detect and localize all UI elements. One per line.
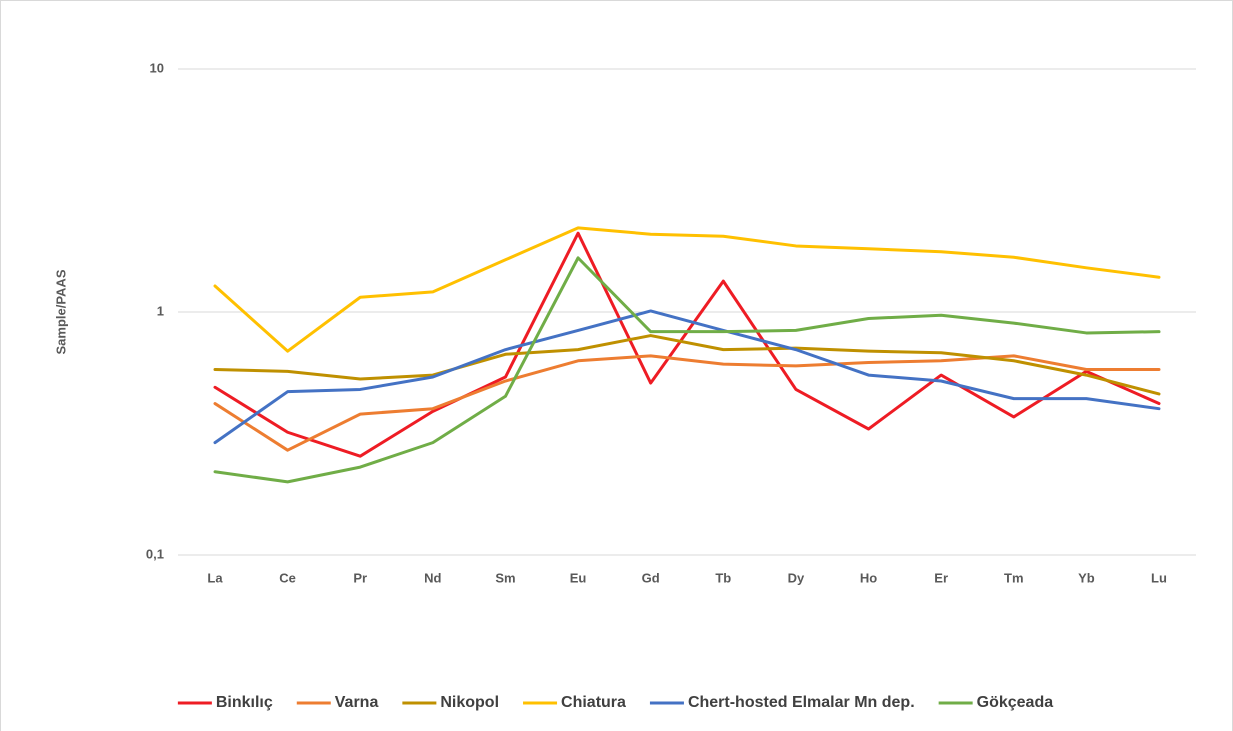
y-tick-label: 1 — [157, 303, 164, 318]
x-tick-label: Dy — [788, 570, 805, 585]
series-line — [213, 334, 1161, 396]
y-tick-label: 0,1 — [146, 546, 164, 561]
x-tick-label: Eu — [570, 570, 587, 585]
legend-label: Nikopol — [440, 694, 499, 711]
x-tick-label: Ce — [279, 570, 296, 585]
x-tick-label: La — [207, 570, 223, 585]
x-tick-label: Nd — [424, 570, 441, 585]
x-tick-label: Tb — [715, 570, 731, 585]
x-tick-label: Sm — [495, 570, 515, 585]
series-line — [213, 309, 1161, 445]
x-tick-label: Ho — [860, 570, 877, 585]
series-line — [213, 354, 1161, 452]
x-tick-label: Yb — [1078, 570, 1095, 585]
x-tick-label: Pr — [353, 570, 367, 585]
legend-label: Varna — [335, 694, 379, 711]
series-line — [213, 256, 1161, 484]
x-tick-label: Tm — [1004, 570, 1024, 585]
legend-label: Chiatura — [561, 694, 626, 711]
legend-label: Chert-hosted Elmalar Mn dep. — [688, 694, 915, 711]
y-axis-label: Sample/PAAS — [53, 269, 68, 354]
legend-label: Binkılıç — [216, 694, 273, 711]
legend-label: Gökçeada — [977, 694, 1054, 711]
x-tick-label: Gd — [642, 570, 660, 585]
series-line — [213, 226, 1161, 353]
y-tick-label: 10 — [150, 60, 164, 75]
x-tick-label: Lu — [1151, 570, 1167, 585]
x-tick-label: Er — [934, 570, 948, 585]
